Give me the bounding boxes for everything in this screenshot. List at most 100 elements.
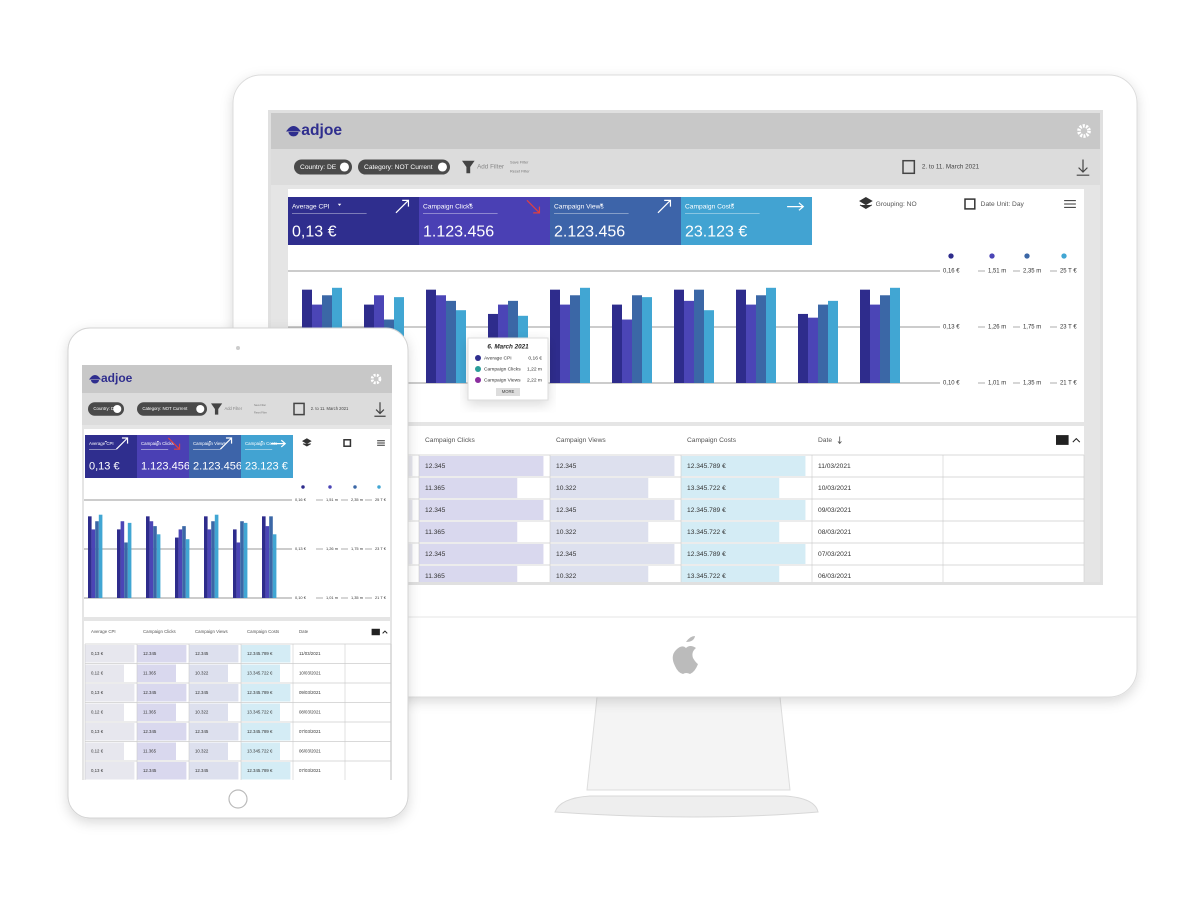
legend-dot[interactable] [328, 485, 332, 489]
filter-chip[interactable] [294, 159, 352, 175]
table-cell: 10.322 [556, 573, 577, 580]
kpi-card[interactable] [137, 435, 189, 478]
cell-bar [419, 566, 518, 582]
legend-dot[interactable] [989, 253, 995, 259]
kpi-dropdown[interactable] [156, 441, 160, 443]
kpi-dropdown[interactable] [599, 203, 604, 206]
more-button[interactable] [496, 388, 520, 396]
kpi-value: 0,13 € [292, 224, 337, 241]
reset-filter: Reset Filter [510, 169, 530, 173]
tooltip-value: 1,22 m [527, 366, 542, 372]
table-cell: 11.365 [425, 573, 445, 580]
download-icon[interactable] [374, 402, 386, 417]
y-tick-label: 23 T € [1060, 325, 1077, 331]
kpi-dropdown[interactable] [208, 441, 212, 443]
y-tick-label: 0,16 € [295, 497, 307, 502]
kpi-card[interactable] [550, 197, 681, 245]
filter-chip[interactable] [137, 402, 207, 416]
cell-bar [550, 544, 675, 564]
kpi-dropdown[interactable] [468, 203, 473, 206]
table-cell: 08/03/2021 [299, 709, 321, 714]
monitor-stand [586, 696, 791, 791]
columns-icon[interactable] [1056, 435, 1069, 445]
table-cell: 12.345.789 € [687, 507, 726, 514]
kpi-card[interactable] [681, 197, 812, 245]
chart-settings-icon[interactable] [1064, 200, 1076, 208]
filter-chip[interactable] [358, 159, 450, 175]
bar [91, 529, 96, 598]
collapse-caret[interactable] [1072, 437, 1081, 443]
cell-bar [189, 664, 228, 682]
grouping-icon[interactable] [302, 438, 312, 447]
settings-gear[interactable] [370, 373, 382, 385]
table-cell: 12.345.789 € [687, 463, 726, 470]
table-cell: 07/03/2021 [299, 729, 321, 734]
y-tick-label: 0,13 € [943, 325, 960, 331]
tablet-camera [236, 346, 240, 350]
y-tick-label: 1,51 m [988, 269, 1006, 275]
bar [120, 521, 125, 598]
grouping-icon[interactable] [859, 197, 873, 209]
cell-bar [137, 742, 176, 760]
bar [570, 295, 580, 383]
kpi-dropdown[interactable] [730, 203, 735, 206]
chart-settings-icon[interactable] [377, 440, 385, 446]
bar [694, 289, 704, 383]
date-unit-label: Date Unit: Day [981, 201, 1025, 208]
kpi-dropdown[interactable] [337, 203, 342, 206]
more-button-label: MORE [502, 389, 515, 394]
download-icon[interactable] [1076, 159, 1090, 176]
date-unit-icon[interactable] [343, 439, 352, 447]
table-cell: 0,13 € [91, 651, 104, 656]
sort-arrow[interactable] [837, 436, 842, 445]
legend-dot[interactable] [1061, 253, 1067, 259]
kpi-dropdown[interactable] [260, 441, 264, 443]
table-cell: 06/03/2021 [818, 573, 852, 580]
filter-bar [82, 393, 392, 425]
chip-remove[interactable] [113, 404, 122, 414]
date-unit-icon[interactable] [964, 198, 976, 210]
kpi-card[interactable] [189, 435, 241, 478]
legend-dot[interactable] [377, 485, 381, 489]
settings-gear[interactable] [1077, 124, 1091, 138]
bar [446, 300, 456, 383]
kpi-card[interactable] [85, 435, 137, 478]
kpi-card[interactable] [419, 197, 550, 245]
table-cell: 10.322 [195, 670, 209, 675]
kpi-card[interactable] [288, 197, 419, 245]
cell-bar [85, 703, 124, 721]
kpi-dropdown[interactable] [104, 441, 108, 443]
filter-chip[interactable] [88, 402, 124, 416]
chip-remove[interactable] [339, 162, 349, 172]
filter-icon[interactable] [211, 403, 223, 415]
section-separator [82, 617, 392, 621]
cell-bar [550, 566, 649, 582]
legend-dot[interactable] [1024, 253, 1030, 259]
legend-dot[interactable] [948, 253, 954, 259]
columns-icon[interactable] [371, 628, 380, 636]
bar [233, 529, 237, 598]
legend-dot[interactable] [353, 485, 357, 489]
chip-remove[interactable] [437, 162, 447, 172]
table-cell: 0,13 € [91, 690, 104, 695]
table-cell: 12.345 [425, 463, 446, 470]
filter-icon[interactable] [462, 160, 475, 174]
y-tick-label: 23 T € [375, 546, 387, 551]
bar [240, 521, 244, 598]
bar [560, 304, 570, 383]
kpi-value: 1.123.456 [141, 461, 190, 473]
kpi-name: Campaign Costs [685, 203, 735, 210]
section-separator [271, 422, 1100, 426]
tablet-home-button[interactable] [228, 789, 248, 809]
cell-bar [137, 703, 176, 721]
chip-remove[interactable] [196, 404, 205, 414]
y-tick-label: 21 T € [1060, 381, 1077, 387]
cell-bar [189, 645, 239, 663]
tooltip-dot [475, 366, 481, 372]
collapse-caret[interactable] [382, 630, 388, 634]
legend-dot[interactable] [301, 485, 305, 489]
table-cell: 07/03/2021 [299, 768, 321, 773]
bar [178, 529, 183, 598]
table-cell: 12.345 [195, 768, 209, 773]
